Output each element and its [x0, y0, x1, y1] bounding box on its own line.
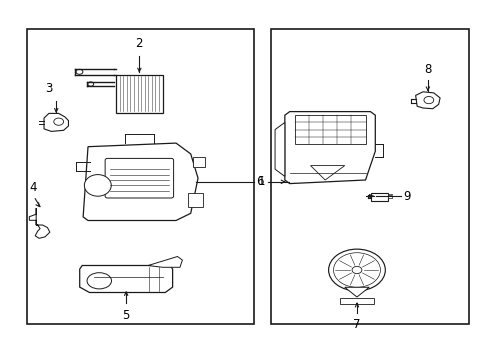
Bar — [370, 193, 387, 201]
Text: 4: 4 — [29, 181, 37, 194]
Circle shape — [351, 266, 361, 274]
Circle shape — [423, 96, 433, 104]
Text: 1: 1 — [257, 175, 264, 188]
Polygon shape — [44, 113, 68, 131]
Circle shape — [328, 249, 385, 291]
Bar — [387, 196, 391, 198]
Circle shape — [88, 82, 94, 86]
Bar — [294, 115, 365, 144]
Text: 8: 8 — [423, 63, 431, 76]
Bar — [188, 193, 203, 207]
Polygon shape — [29, 208, 50, 238]
Text: 6: 6 — [256, 175, 264, 188]
Text: 2: 2 — [135, 37, 143, 50]
Bar — [193, 157, 205, 167]
Bar — [339, 298, 373, 304]
Bar — [387, 194, 391, 195]
Polygon shape — [80, 266, 172, 292]
Text: 7: 7 — [352, 318, 360, 330]
Text: 3: 3 — [45, 82, 53, 95]
FancyBboxPatch shape — [105, 158, 173, 198]
Polygon shape — [284, 112, 375, 184]
Text: 9: 9 — [403, 190, 410, 203]
Circle shape — [76, 69, 82, 74]
Ellipse shape — [84, 175, 111, 196]
Polygon shape — [274, 122, 284, 176]
Bar — [116, 75, 162, 112]
Polygon shape — [344, 287, 368, 297]
Bar — [27, 29, 254, 324]
Polygon shape — [148, 256, 182, 267]
Text: 5: 5 — [122, 309, 130, 321]
Polygon shape — [310, 166, 344, 180]
Ellipse shape — [87, 273, 111, 289]
Polygon shape — [415, 92, 439, 109]
Circle shape — [54, 118, 63, 125]
Circle shape — [333, 253, 380, 287]
Bar — [271, 29, 468, 324]
Polygon shape — [83, 143, 198, 220]
